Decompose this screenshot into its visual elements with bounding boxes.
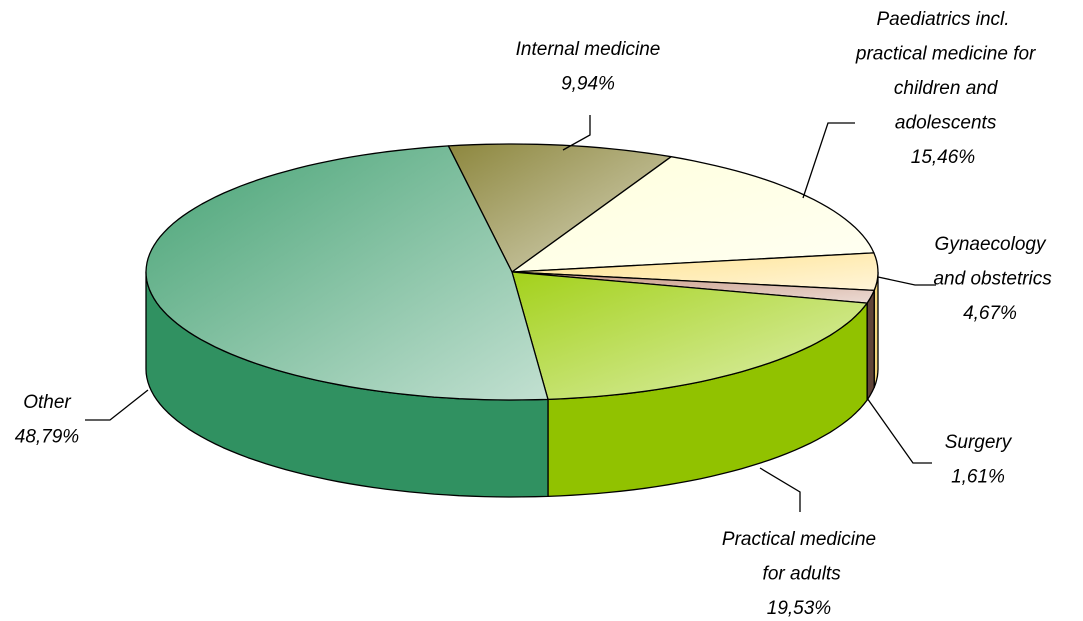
pie-slice xyxy=(511,252,879,292)
slice-value-label: 15,46% xyxy=(911,147,976,168)
pie-slice xyxy=(447,143,672,273)
leader-line xyxy=(802,122,855,199)
slice-value-label: 19,53% xyxy=(767,598,832,619)
slice-label: Internal medicine xyxy=(516,39,661,60)
slice-label: Other xyxy=(23,392,71,413)
pie-side xyxy=(866,289,875,401)
pie-slice xyxy=(511,271,868,401)
slice-label: Surgery xyxy=(945,432,1013,453)
slice-value-label: 4,67% xyxy=(963,303,1017,324)
slice-value-label: 1,61% xyxy=(951,467,1005,488)
leader-line xyxy=(877,276,936,286)
leader-line xyxy=(85,389,149,421)
leader-line xyxy=(562,115,591,151)
slice-label: Practical medicine for adults xyxy=(722,529,876,585)
leader-line xyxy=(759,467,801,512)
slice-label: Gynaecology and obstetrics xyxy=(928,234,1052,290)
pie-slice xyxy=(511,156,875,273)
pie-slice xyxy=(145,145,549,401)
slice-label: Paediatrics incl. practical medicine for… xyxy=(851,9,1036,134)
leader-line xyxy=(866,397,932,464)
slice-value-label: 9,94% xyxy=(561,74,615,95)
slice-value-label: 48,79% xyxy=(15,427,80,448)
